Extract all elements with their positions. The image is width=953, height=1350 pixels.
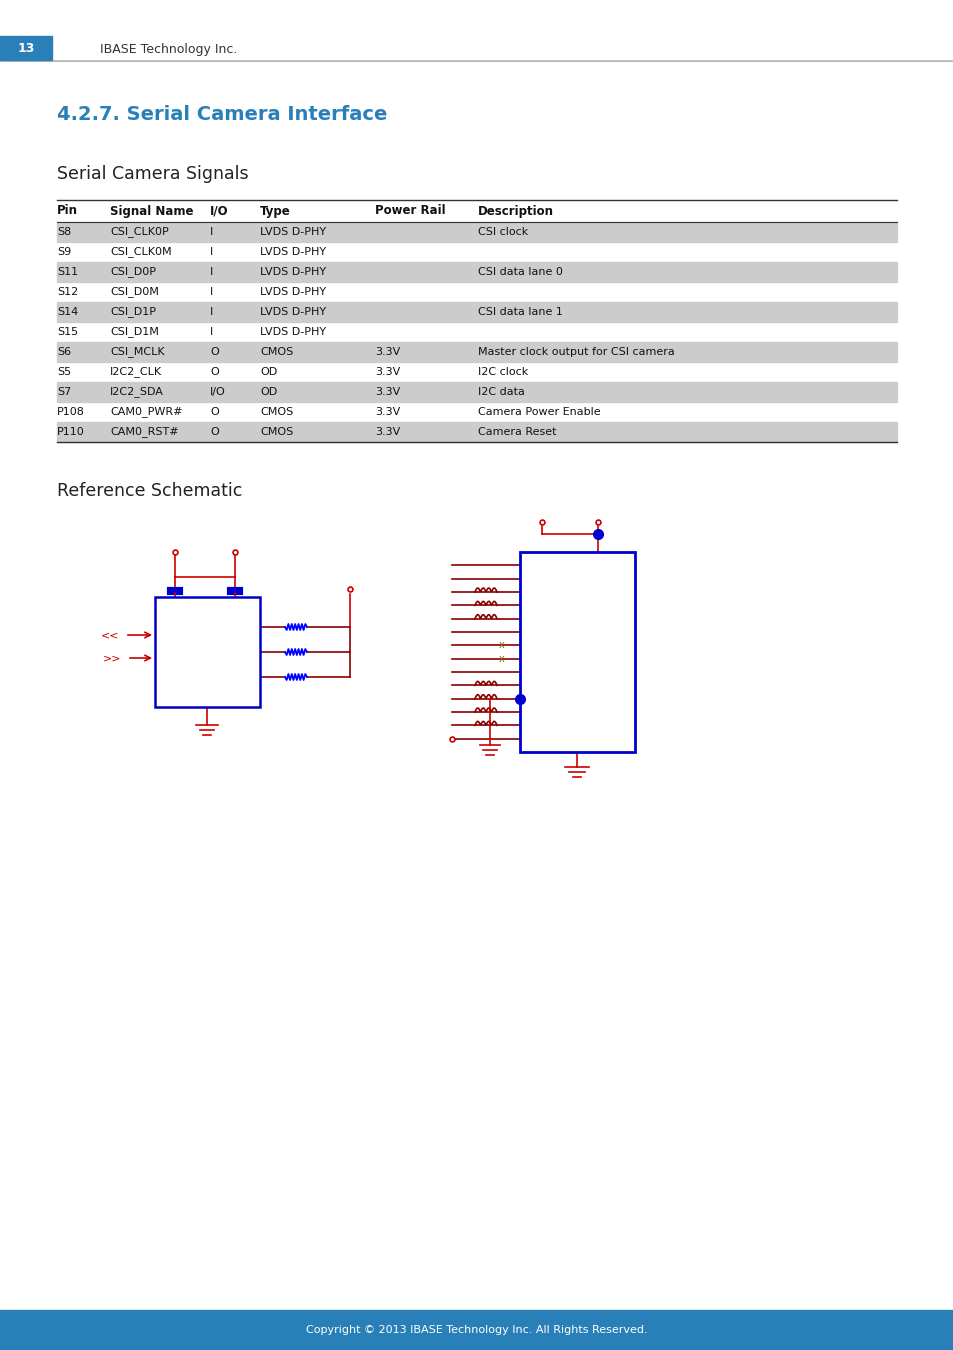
Text: CSI data lane 1: CSI data lane 1 [477,306,562,317]
Text: CSI_D1M: CSI_D1M [110,327,159,338]
Text: S9: S9 [57,247,71,256]
Text: x: x [498,653,504,664]
Bar [57,423,896,441]
Text: S6: S6 [57,347,71,356]
Text: 3.3V: 3.3V [375,367,400,377]
Text: Pin: Pin [57,204,78,217]
Text: 3.3V: 3.3V [375,347,400,356]
Bar [57,221,896,242]
Bar [154,597,260,707]
Text: I: I [210,327,213,338]
Text: 3.3V: 3.3V [375,406,400,417]
Text: 3.3V: 3.3V [375,387,400,397]
Text: LVDS D-PHY: LVDS D-PHY [260,306,326,317]
Text: I: I [210,267,213,277]
Text: I2C2_CLK: I2C2_CLK [110,367,162,378]
Text: I: I [210,288,213,297]
Text: 3.3V: 3.3V [375,427,400,437]
Text: Reference Schematic: Reference Schematic [57,482,242,500]
Bar [519,552,635,752]
Text: OD: OD [260,387,277,397]
Text: Camera Power Enable: Camera Power Enable [477,406,600,417]
Bar [57,262,896,282]
Text: Master clock output for CSI camera: Master clock output for CSI camera [477,347,674,356]
Text: I: I [210,306,213,317]
Text: CAM0_RST#: CAM0_RST# [110,427,178,437]
Text: O: O [210,427,218,437]
Text: LVDS D-PHY: LVDS D-PHY [260,247,326,256]
Bar [0,1310,953,1350]
Text: S7: S7 [57,387,71,397]
Text: x: x [498,640,504,651]
Text: P110: P110 [57,427,85,437]
Bar [0,36,52,59]
Text: CSI_D0M: CSI_D0M [110,286,159,297]
Text: Copyright © 2013 IBASE Technology Inc. All Rights Reserved.: Copyright © 2013 IBASE Technology Inc. A… [306,1324,647,1335]
Text: LVDS D-PHY: LVDS D-PHY [260,227,326,238]
Text: S14: S14 [57,306,78,317]
Text: CSI clock: CSI clock [477,227,528,238]
Text: CSI data lane 0: CSI data lane 0 [477,267,562,277]
Text: 13: 13 [17,42,34,55]
Text: CSI_CLK0M: CSI_CLK0M [110,247,172,258]
Text: Power Rail: Power Rail [375,204,445,217]
Text: S12: S12 [57,288,78,297]
Text: I: I [210,247,213,256]
Text: P108: P108 [57,406,85,417]
Text: I: I [210,227,213,238]
Bar [57,382,896,402]
Text: I2C2_SDA: I2C2_SDA [110,386,164,397]
Text: 4.2.7. Serial Camera Interface: 4.2.7. Serial Camera Interface [57,105,387,124]
Text: S5: S5 [57,367,71,377]
Text: I2C data: I2C data [477,387,524,397]
Text: Camera Reset: Camera Reset [477,427,556,437]
Text: LVDS D-PHY: LVDS D-PHY [260,267,326,277]
Text: S8: S8 [57,227,71,238]
Text: IBASE Technology Inc.: IBASE Technology Inc. [100,42,237,55]
Bar [57,342,896,362]
Text: LVDS D-PHY: LVDS D-PHY [260,327,326,338]
Text: OD: OD [260,367,277,377]
Text: <<: << [101,630,119,640]
Text: Serial Camera Signals: Serial Camera Signals [57,165,249,184]
Text: CSI_MCLK: CSI_MCLK [110,347,165,358]
Text: I/O: I/O [210,387,226,397]
Text: >>: >> [103,653,121,663]
Text: CSI_CLK0P: CSI_CLK0P [110,227,169,238]
Text: Type: Type [260,204,291,217]
Text: CMOS: CMOS [260,347,293,356]
Text: I/O: I/O [210,204,229,217]
Text: O: O [210,406,218,417]
Text: Signal Name: Signal Name [110,204,193,217]
Text: O: O [210,347,218,356]
Text: CMOS: CMOS [260,406,293,417]
Text: LVDS D-PHY: LVDS D-PHY [260,288,326,297]
Text: O: O [210,367,218,377]
Text: I2C clock: I2C clock [477,367,528,377]
Text: CMOS: CMOS [260,427,293,437]
Text: CSI_D0P: CSI_D0P [110,266,156,278]
Text: Description: Description [477,204,554,217]
Text: CSI_D1P: CSI_D1P [110,306,156,317]
Text: S15: S15 [57,327,78,338]
Text: S11: S11 [57,267,78,277]
Text: CAM0_PWR#: CAM0_PWR# [110,406,182,417]
Bar [57,302,896,323]
